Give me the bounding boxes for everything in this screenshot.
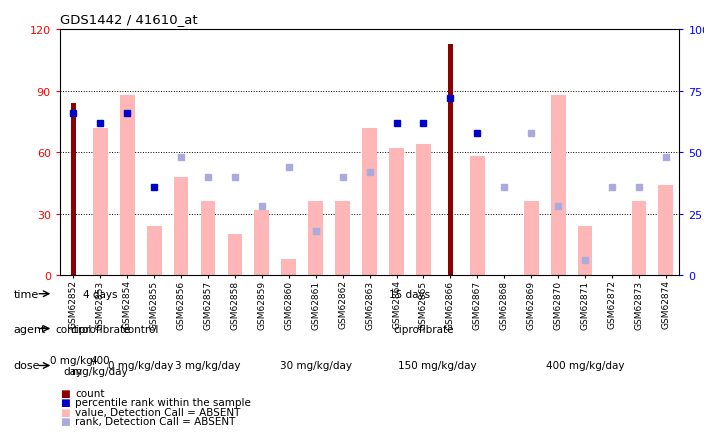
Text: 150 mg/kg/day: 150 mg/kg/day xyxy=(398,361,476,371)
Bar xyxy=(578,227,593,276)
Bar xyxy=(551,96,565,276)
Text: ■: ■ xyxy=(60,388,70,398)
Bar xyxy=(71,104,76,276)
Text: 0 mg/kg/
day: 0 mg/kg/ day xyxy=(50,355,96,376)
Text: 30 mg/kg/day: 30 mg/kg/day xyxy=(279,361,352,371)
Bar xyxy=(658,186,673,276)
Bar xyxy=(389,149,404,276)
Text: ciprofibrate: ciprofibrate xyxy=(394,324,453,334)
Bar xyxy=(254,210,269,276)
Bar xyxy=(416,145,431,276)
Bar xyxy=(631,202,646,276)
Bar xyxy=(524,202,539,276)
Text: 400 mg/kg/day: 400 mg/kg/day xyxy=(546,361,624,371)
Text: time: time xyxy=(14,289,39,299)
Text: 4 days: 4 days xyxy=(83,289,118,299)
Text: control: control xyxy=(55,324,92,334)
Bar xyxy=(227,235,242,276)
Bar xyxy=(120,96,134,276)
Text: percentile rank within the sample: percentile rank within the sample xyxy=(75,398,251,407)
Bar xyxy=(308,202,323,276)
Bar xyxy=(93,128,108,276)
Text: ■: ■ xyxy=(60,398,70,407)
Text: dose: dose xyxy=(14,361,40,371)
Bar xyxy=(174,178,189,276)
Bar xyxy=(335,202,350,276)
Text: ciprofibrate: ciprofibrate xyxy=(70,324,130,334)
Text: 0 mg/kg/day: 0 mg/kg/day xyxy=(108,361,173,371)
Bar xyxy=(448,45,453,276)
Bar xyxy=(146,227,161,276)
Text: ■: ■ xyxy=(60,407,70,417)
Bar xyxy=(282,259,296,276)
Text: ■: ■ xyxy=(60,417,70,426)
Text: rank, Detection Call = ABSENT: rank, Detection Call = ABSENT xyxy=(75,417,236,426)
Bar xyxy=(201,202,215,276)
Text: 3 mg/kg/day: 3 mg/kg/day xyxy=(175,361,241,371)
Text: count: count xyxy=(75,388,105,398)
Bar xyxy=(470,157,485,276)
Text: 15 days: 15 days xyxy=(389,289,431,299)
Text: 400
mg/kg/day: 400 mg/kg/day xyxy=(73,355,128,376)
Text: agent: agent xyxy=(14,324,46,334)
Text: value, Detection Call = ABSENT: value, Detection Call = ABSENT xyxy=(75,407,241,417)
Bar xyxy=(362,128,377,276)
Text: control: control xyxy=(122,324,159,334)
Text: GDS1442 / 41610_at: GDS1442 / 41610_at xyxy=(60,13,197,26)
